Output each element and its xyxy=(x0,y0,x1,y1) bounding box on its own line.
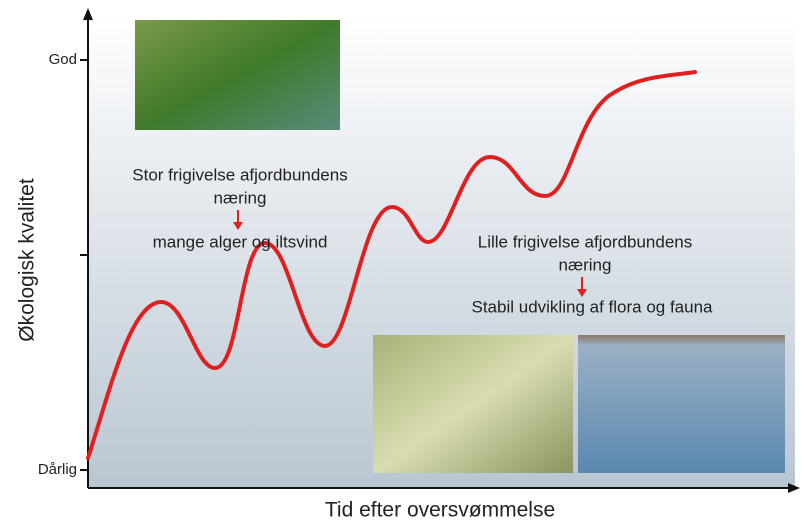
page: God Dårlig Økologisk kvalitet Tid efter … xyxy=(0,0,803,530)
photo-fjord xyxy=(578,335,785,473)
annotation-cause: Stor frigivelse afjordbundens xyxy=(132,165,347,184)
photo-seagrass xyxy=(373,335,573,473)
annotation-cause: næring xyxy=(214,188,267,207)
annotation-effect: Stabil udvikling af flora og fauna xyxy=(472,297,714,316)
y-arrow xyxy=(83,8,93,20)
annotation-effect: mange alger og iltsvind xyxy=(153,232,328,251)
diagram: God Dårlig Økologisk kvalitet Tid efter … xyxy=(0,0,803,525)
annotation-cause: Lille frigivelse afjordbundens xyxy=(478,232,693,251)
y-axis-label: Økologisk kvalitet xyxy=(16,178,39,342)
y-tick-label: God xyxy=(49,51,77,68)
x-axis-label: Tid efter oversvømmelse xyxy=(325,499,555,522)
photo-algae xyxy=(135,20,340,130)
y-tick-label: Dårlig xyxy=(38,461,77,478)
annotation-cause: næring xyxy=(559,255,612,274)
